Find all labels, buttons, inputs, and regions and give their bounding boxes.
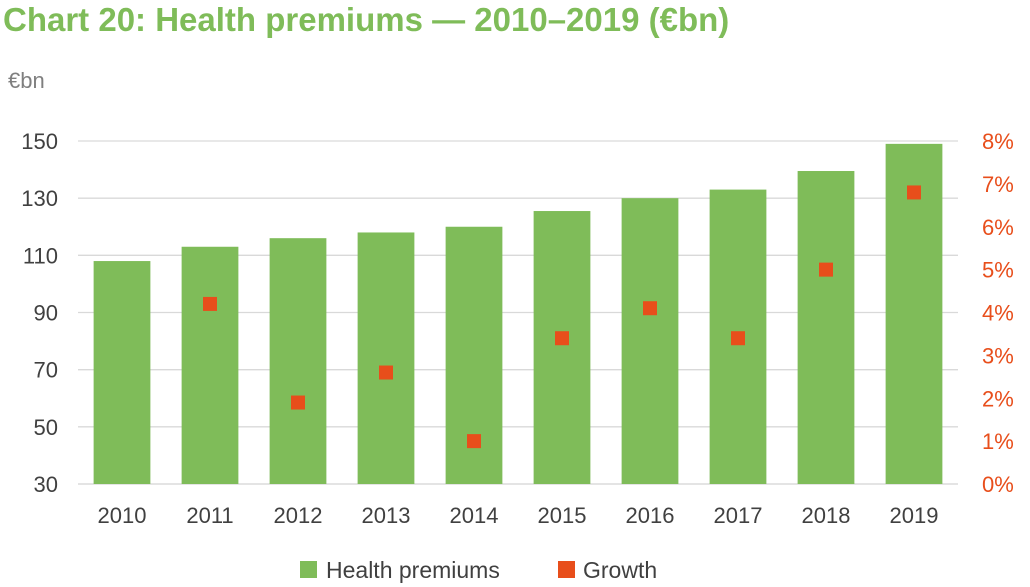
growth-point-2012	[291, 395, 305, 410]
y-tick-label: 30	[34, 472, 58, 497]
bars	[93, 143, 943, 484]
growth-point-2011	[203, 296, 217, 311]
y2-tick-label: 3%	[982, 343, 1014, 368]
bar-2015	[533, 211, 591, 484]
growth-point-2014	[467, 434, 481, 449]
legend-label-growth: Growth	[583, 557, 657, 583]
x-tick-label: 2010	[98, 503, 147, 528]
bar-2010	[93, 261, 151, 484]
x-tick-label: 2011	[186, 503, 233, 528]
y2-tick-label: 4%	[982, 301, 1014, 326]
y2-tick-label: 7%	[982, 172, 1014, 197]
y-tick-label: 50	[34, 415, 58, 440]
y-axis-unit-label: €bn	[8, 68, 45, 93]
x-tick-label: 2012	[274, 503, 323, 528]
x-tick-label: 2015	[538, 503, 587, 528]
growth-point-2015	[555, 331, 569, 346]
legend: Health premiums Growth	[300, 557, 657, 583]
bar-2018	[797, 171, 855, 484]
y-tick-label: 130	[21, 186, 58, 211]
y-tick-label: 90	[34, 301, 58, 326]
y2-tick-label: 2%	[982, 386, 1014, 411]
growth-point-2019	[907, 185, 921, 200]
bar-2013	[357, 232, 415, 484]
growth-point-2013	[379, 365, 393, 380]
legend-swatch-health-premiums	[300, 561, 317, 578]
bar-2011	[181, 246, 239, 484]
y-tick-label: 150	[21, 129, 58, 154]
growth-point-2016	[643, 301, 657, 316]
left-axis-ticks: 30 50 70 90 110 130 150	[21, 129, 58, 497]
chart-title: Chart 20: Health premiums — 2010–2019 (€…	[3, 1, 729, 38]
bar-2019	[885, 143, 943, 484]
x-tick-label: 2016	[626, 503, 675, 528]
x-tick-label: 2018	[802, 503, 851, 528]
x-tick-label: 2019	[890, 503, 939, 528]
y2-tick-label: 1%	[982, 429, 1014, 454]
growth-point-2017	[731, 331, 745, 346]
y-tick-label: 70	[34, 358, 58, 383]
y2-tick-label: 5%	[982, 258, 1014, 283]
y2-tick-label: 0%	[982, 472, 1014, 497]
bar-2012	[269, 238, 327, 484]
bar-2016	[621, 198, 679, 484]
legend-label-health-premiums: Health premiums	[326, 557, 500, 583]
right-axis-ticks: 0% 1% 2% 3% 4% 5% 6% 7% 8%	[982, 129, 1014, 497]
y2-tick-label: 6%	[982, 215, 1014, 240]
x-tick-label: 2013	[362, 503, 411, 528]
y-tick-label: 110	[23, 243, 58, 268]
growth-points	[203, 185, 921, 449]
x-tick-label: 2014	[450, 503, 499, 528]
x-axis-ticks: 2010 2011 2012 2013 2014 2015 2016 2017 2018 2019	[98, 503, 939, 528]
y2-tick-label: 8%	[982, 129, 1014, 154]
x-tick-label: 2017	[714, 503, 763, 528]
legend-swatch-growth	[558, 561, 575, 578]
growth-point-2018	[819, 262, 833, 277]
